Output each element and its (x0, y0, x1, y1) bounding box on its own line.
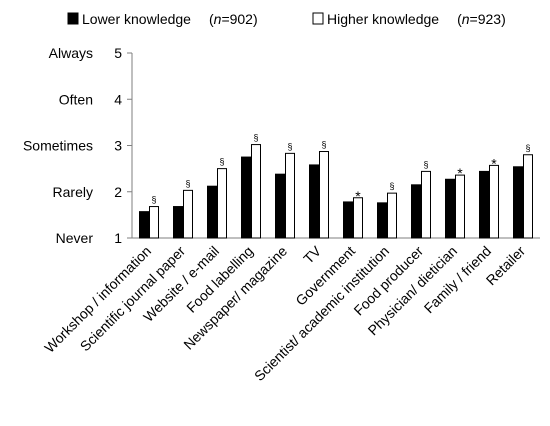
legend: Lower knowledge (n=902) Higher knowledge(… (67, 11, 506, 27)
significance-marker: § (185, 178, 190, 188)
significance-markers: § § § § § § * § § * * § (151, 133, 530, 205)
bar-higher-knowledge (387, 192, 397, 239)
significance-marker: § (287, 141, 292, 151)
legend-label-higher: Higher knowledge (n=923) (327, 11, 506, 27)
y-tick-label: Never (56, 230, 94, 246)
bar-higher-knowledge (217, 168, 227, 239)
bar-higher-knowledge (149, 206, 159, 239)
bar-lower-knowledge (207, 185, 217, 239)
legend-label-lower: Lower knowledge (n=902) (82, 11, 258, 27)
y-tick-label: Rarely (53, 184, 93, 200)
bar-lower-knowledge (377, 202, 387, 239)
bar-lower-knowledge (445, 178, 455, 239)
significance-marker: § (219, 157, 224, 167)
bar-lower-knowledge (513, 166, 523, 239)
category-label: TV (300, 242, 324, 266)
y-ticks: 1 Never 2 Rarely 3 Sometimes 4 Often 5 Always (23, 45, 132, 246)
bar-lower-knowledge (173, 206, 183, 239)
bar-lower-knowledge (343, 201, 353, 239)
bar-higher-knowledge (183, 189, 193, 239)
y-tick-value: 1 (114, 230, 122, 246)
significance-marker: § (389, 181, 394, 191)
bar-lower-knowledge (241, 156, 251, 239)
significance-marker: * (491, 155, 497, 171)
category-label: Retailer (483, 243, 529, 289)
significance-marker: § (253, 133, 258, 143)
bar-higher-knowledge (353, 197, 363, 239)
significance-marker: § (151, 195, 156, 205)
significance-marker: § (423, 159, 428, 169)
bar-higher-knowledge (251, 144, 261, 239)
bar-higher-knowledge (421, 170, 431, 239)
bar-higher-knowledge (319, 151, 329, 239)
legend-swatch-lower (67, 12, 79, 25)
bar-higher-knowledge (489, 164, 499, 239)
bar-lower-knowledge (411, 184, 421, 239)
bar-higher-knowledge (455, 174, 465, 239)
bar-lower-knowledge (479, 170, 489, 239)
legend-swatch-higher (312, 12, 324, 25)
bar-lower-knowledge (275, 173, 285, 239)
bar-higher-knowledge (285, 152, 295, 239)
bar-lower-knowledge (139, 211, 149, 239)
bar-higher-knowledge (523, 154, 533, 239)
significance-marker: § (525, 143, 530, 153)
y-tick-value: 5 (114, 45, 122, 61)
bar-lower-knowledge (309, 164, 319, 239)
y-tick-label: Always (49, 45, 93, 61)
y-tick-value: 3 (114, 138, 122, 154)
y-tick-label: Often (59, 91, 93, 107)
significance-marker: § (321, 140, 326, 150)
significance-marker: * (457, 165, 463, 181)
bars (139, 144, 533, 239)
y-tick-value: 2 (114, 184, 122, 200)
significance-marker: * (355, 188, 361, 204)
y-tick-value: 4 (114, 91, 122, 107)
y-tick-label: Sometimes (23, 138, 93, 154)
